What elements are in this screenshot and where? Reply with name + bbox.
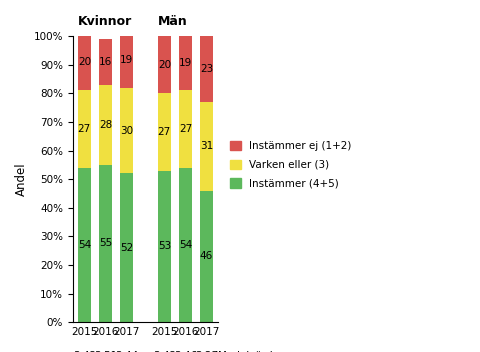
- Text: 53: 53: [157, 241, 170, 251]
- Bar: [99, 165, 111, 322]
- Text: 16: 16: [98, 57, 112, 67]
- Text: Män: Män: [158, 14, 187, 27]
- Text: 55: 55: [98, 239, 112, 249]
- Text: 3.42: 3.42: [153, 351, 176, 352]
- Text: 3.46: 3.46: [173, 351, 197, 352]
- Bar: [78, 33, 91, 90]
- Bar: [200, 36, 212, 102]
- Text: Medelvärde: Medelvärde: [217, 351, 278, 352]
- Bar: [120, 33, 132, 88]
- Bar: [99, 39, 111, 85]
- Bar: [78, 90, 91, 168]
- Bar: [158, 171, 170, 322]
- Text: 3.51: 3.51: [94, 351, 117, 352]
- Bar: [200, 102, 212, 190]
- Text: 3.42: 3.42: [72, 351, 96, 352]
- Bar: [179, 36, 192, 90]
- Text: 23: 23: [199, 64, 213, 74]
- Text: 19: 19: [120, 56, 133, 65]
- Legend: Instämmer ej (1+2), Varken eller (3), Instämmer (4+5): Instämmer ej (1+2), Varken eller (3), In…: [226, 137, 355, 193]
- Text: 28: 28: [98, 120, 112, 130]
- Bar: [78, 168, 91, 322]
- Text: 46: 46: [199, 251, 213, 261]
- Text: 19: 19: [179, 58, 192, 68]
- Text: 54: 54: [179, 240, 192, 250]
- Bar: [99, 85, 111, 165]
- Text: 31: 31: [199, 141, 213, 151]
- Bar: [120, 88, 132, 174]
- Text: Kvinnor: Kvinnor: [78, 14, 132, 27]
- Bar: [120, 174, 132, 322]
- Bar: [200, 190, 212, 322]
- Text: 52: 52: [120, 243, 133, 253]
- Text: 27: 27: [157, 127, 170, 137]
- Text: 27: 27: [179, 124, 192, 134]
- Text: 27: 27: [78, 124, 91, 134]
- Text: 3.44: 3.44: [115, 351, 138, 352]
- Text: 3.27: 3.27: [194, 351, 217, 352]
- Text: 30: 30: [120, 126, 133, 136]
- Bar: [179, 90, 192, 168]
- Bar: [158, 36, 170, 93]
- Text: 54: 54: [78, 240, 91, 250]
- Y-axis label: Andel: Andel: [15, 162, 28, 196]
- Text: 20: 20: [157, 60, 170, 70]
- Text: 20: 20: [78, 57, 91, 67]
- Bar: [179, 168, 192, 322]
- Bar: [158, 93, 170, 171]
